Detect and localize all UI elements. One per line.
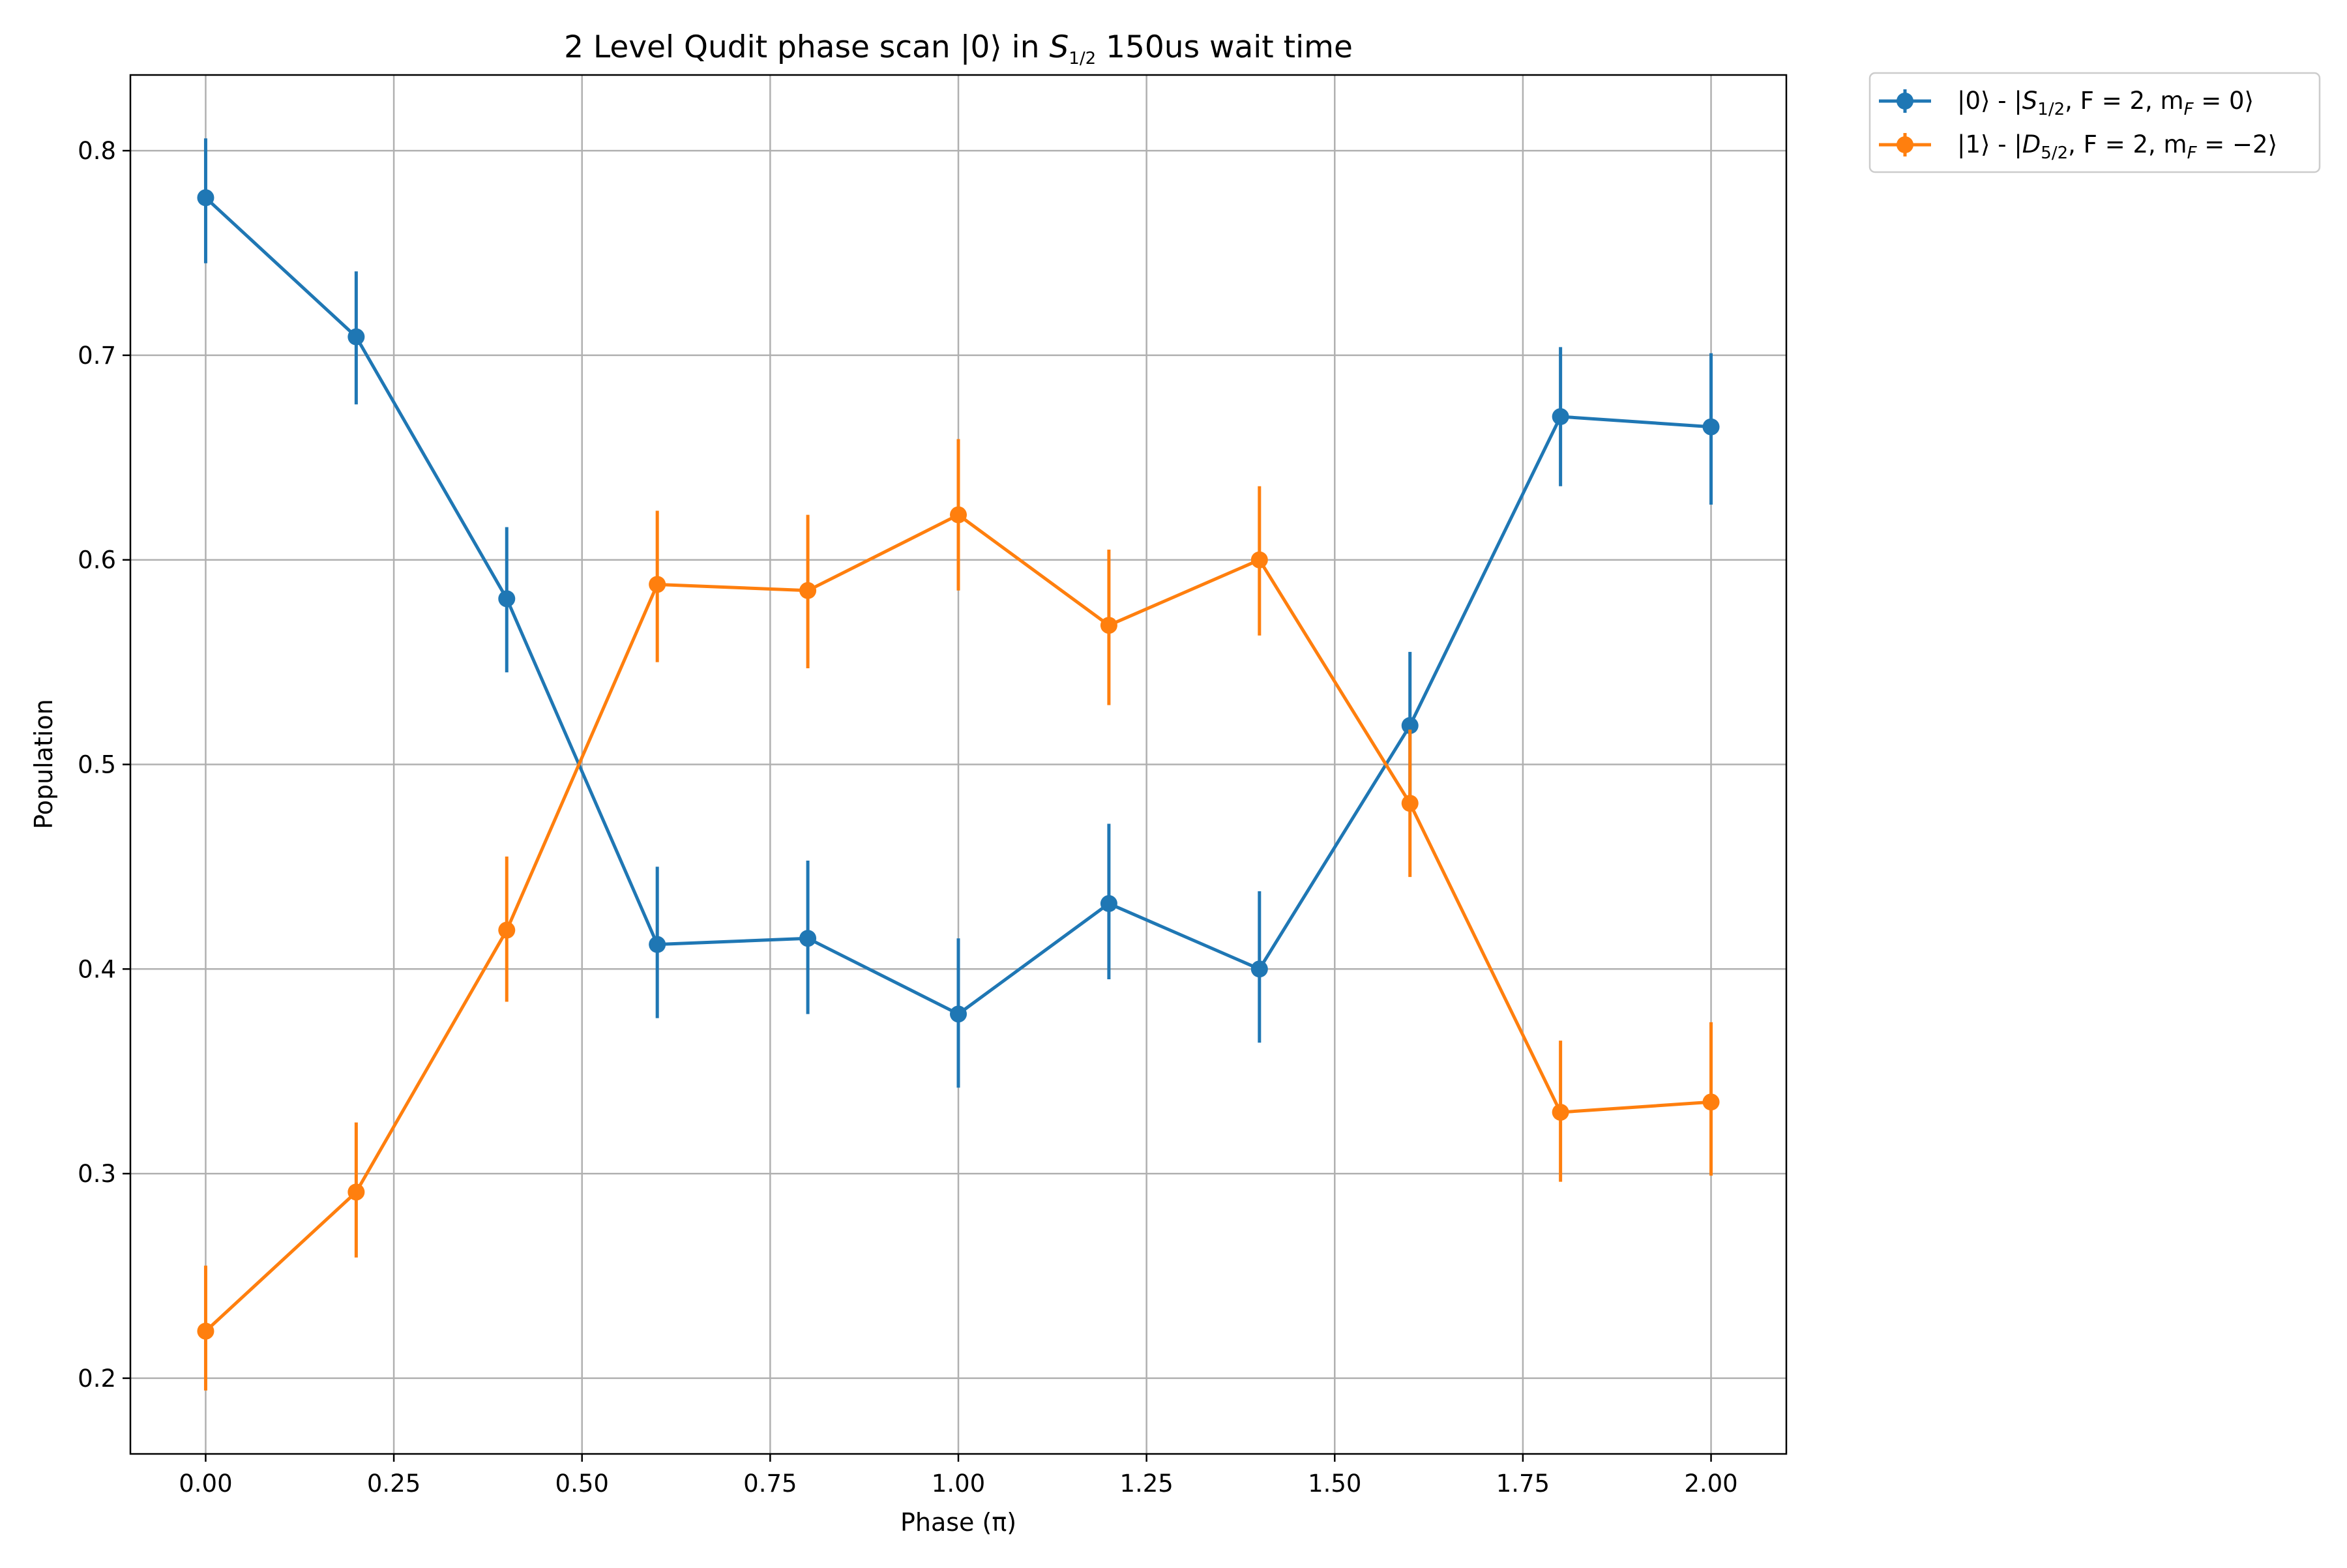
- x-tick-label: 1.50: [1308, 1470, 1361, 1498]
- legend-label-series-1: |1⟩ - |D5/2, F = 2, mF = −2⟩: [1957, 130, 2277, 163]
- data-point: [1401, 795, 1419, 812]
- legend-label-series-0: |0⟩ - |S1/2, F = 2, mF = 0⟩: [1957, 87, 2254, 119]
- data-point: [1702, 1093, 1720, 1111]
- legend-marker: [1897, 136, 1913, 153]
- data-point: [799, 930, 817, 947]
- y-axis-label: Population: [29, 699, 58, 829]
- x-tick-label: 0.25: [367, 1470, 421, 1498]
- x-axis-label: Phase (π): [900, 1508, 1016, 1537]
- series-0: [197, 138, 1720, 1088]
- data-point: [1250, 551, 1268, 569]
- chart-title: 2 Level Qudit phase scan |0⟩ in S1/2 150…: [564, 29, 1353, 68]
- data-point: [1552, 408, 1569, 426]
- y-tick-label: 0.2: [78, 1365, 116, 1393]
- series-layer: [197, 138, 1720, 1391]
- legend: |0⟩ - |S1/2, F = 2, mF = 0⟩ |1⟩ - |D5/2,…: [1868, 72, 2321, 173]
- y-tick-label: 0.5: [78, 751, 116, 779]
- data-point: [1401, 717, 1419, 734]
- data-point: [347, 328, 365, 346]
- x-tick-label: 1.25: [1119, 1470, 1173, 1498]
- x-tick-label: 1.75: [1496, 1470, 1550, 1498]
- x-tick-label: 0.75: [743, 1470, 797, 1498]
- legend-markers: [1879, 89, 1931, 156]
- data-point: [950, 1005, 967, 1023]
- data-point: [347, 1183, 365, 1201]
- data-point: [1250, 960, 1268, 978]
- data-point: [197, 1322, 214, 1340]
- data-point: [1552, 1103, 1569, 1121]
- x-tick-label: 0.50: [555, 1470, 609, 1498]
- data-point: [799, 582, 817, 599]
- y-tick-label: 0.6: [78, 546, 116, 574]
- y-tick-label: 0.8: [78, 137, 116, 165]
- tick-layer: 0.00 0.25 0.50 0.75 1.00 1.25 1.50 1.75 2.00 0.2 0…: [78, 137, 1738, 1498]
- x-tick-label: 2.00: [1684, 1470, 1737, 1498]
- data-point: [498, 921, 516, 939]
- y-tick-label: 0.3: [78, 1160, 116, 1188]
- data-point: [1702, 418, 1720, 436]
- x-tick-label: 1.00: [932, 1470, 985, 1498]
- data-point: [649, 936, 666, 953]
- x-tick-label: 0.00: [179, 1470, 232, 1498]
- data-point: [1100, 617, 1117, 634]
- data-point: [498, 590, 516, 608]
- data-point: [950, 506, 967, 524]
- data-point: [649, 576, 666, 593]
- legend-frame: [1868, 72, 2321, 173]
- y-tick-label: 0.4: [78, 955, 116, 983]
- series-1: [197, 439, 1720, 1391]
- legend-marker: [1897, 93, 1913, 110]
- data-point: [197, 189, 214, 207]
- data-point: [1100, 895, 1117, 912]
- y-tick-label: 0.7: [78, 342, 116, 370]
